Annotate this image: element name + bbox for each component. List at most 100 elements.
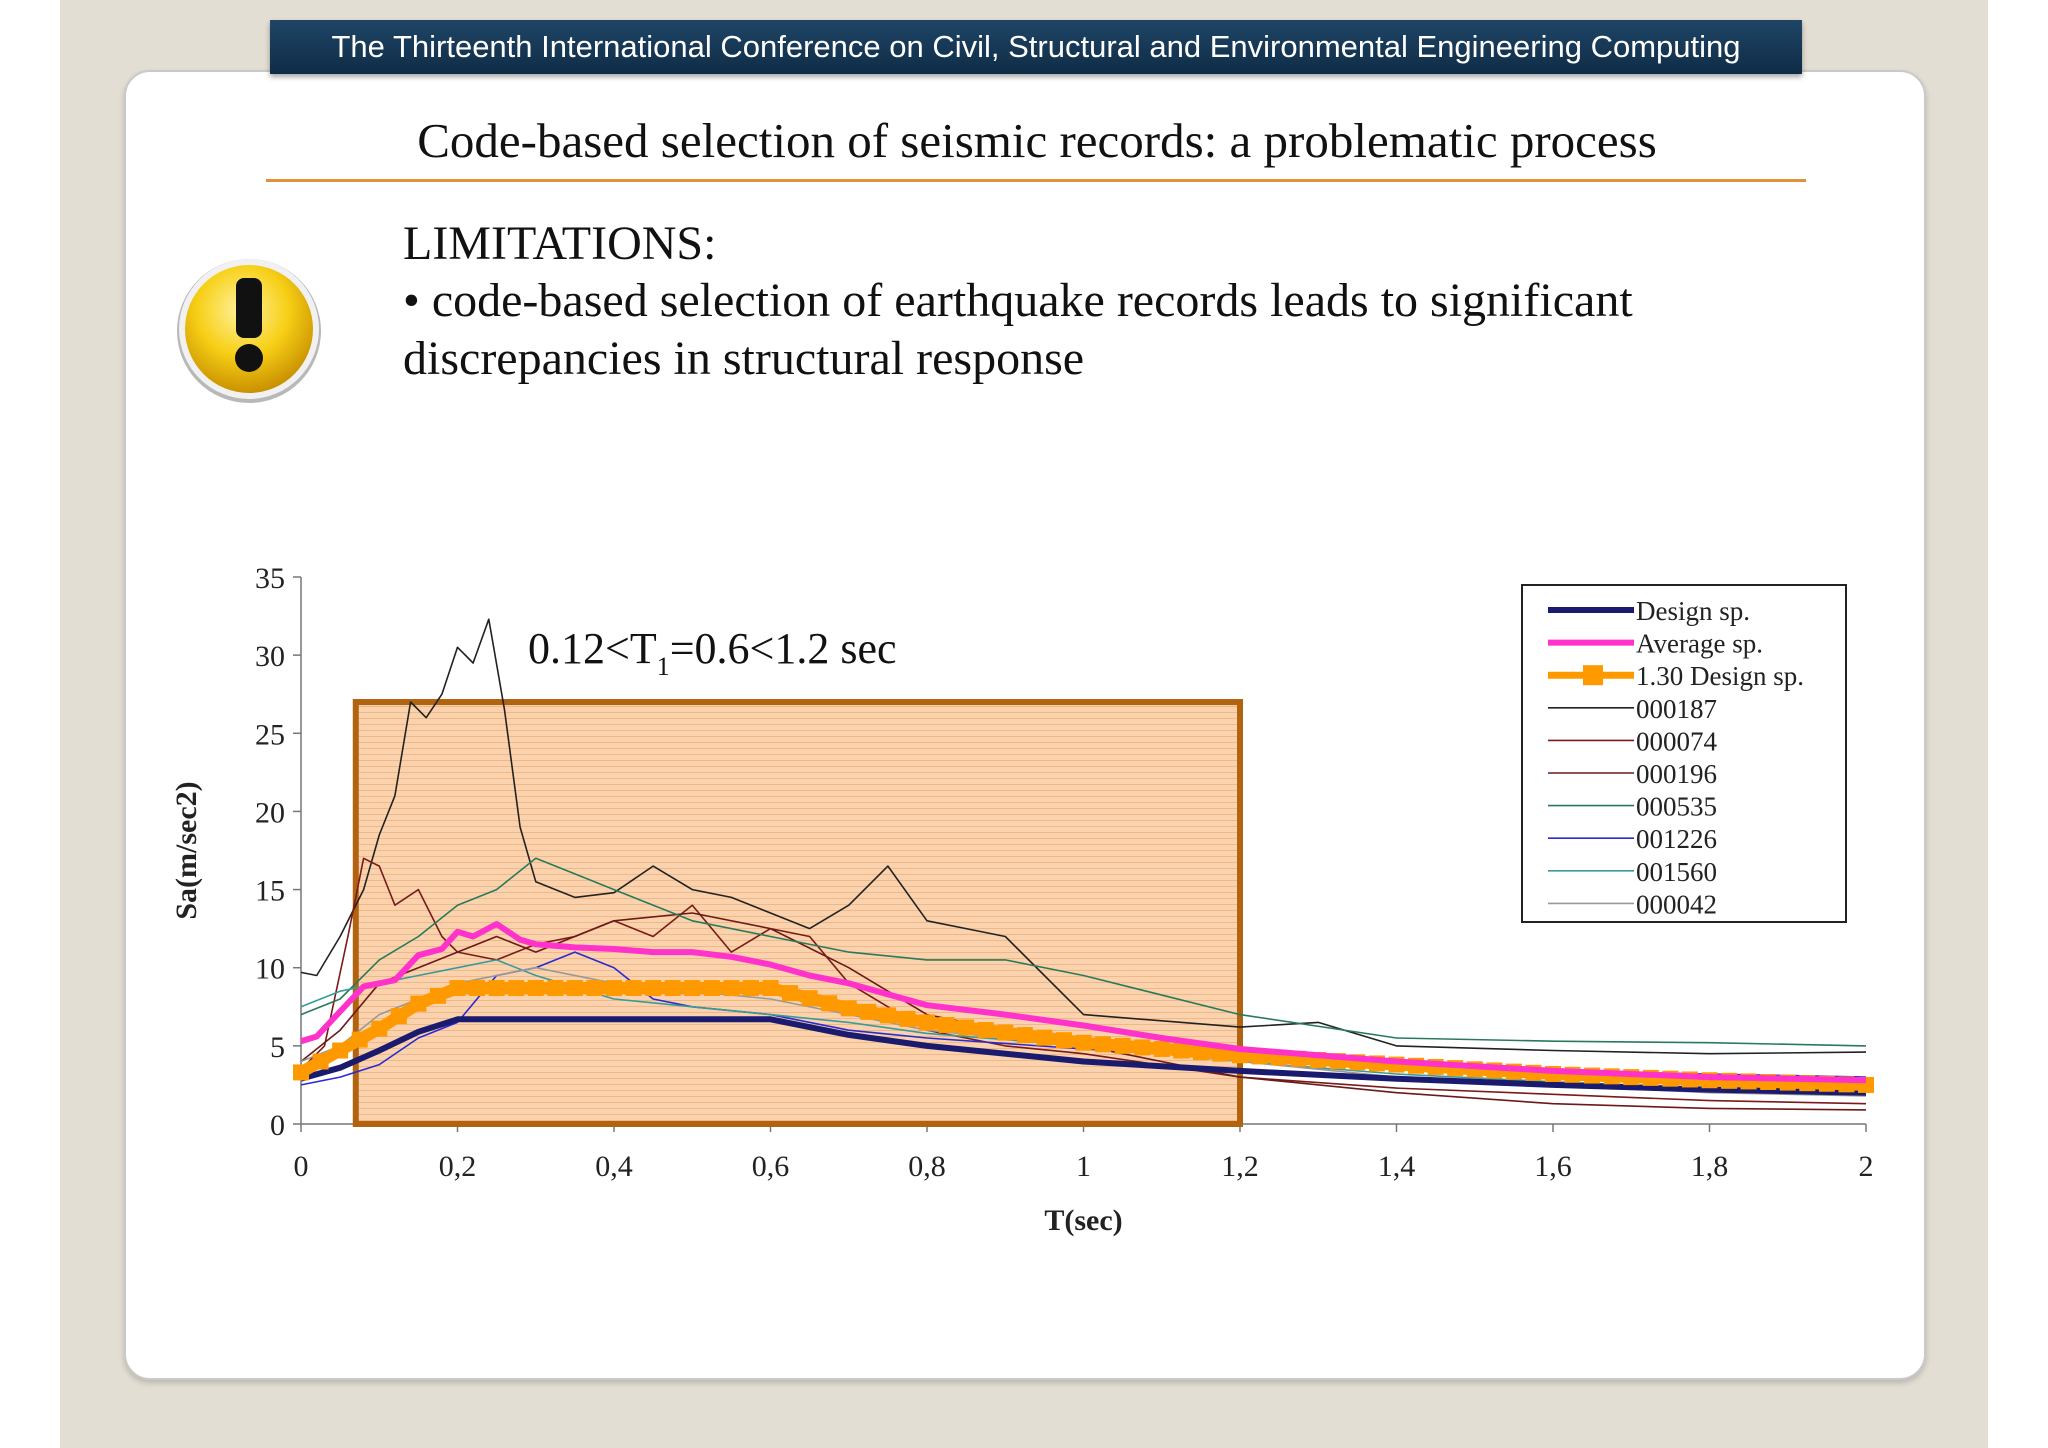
chart-legend: Design sp.Average sp.1.30 Design sp.0001…: [1521, 584, 1847, 923]
series-marker: [1192, 1044, 1209, 1061]
bullet-text: code-based selection of earthquake recor…: [403, 274, 1633, 385]
series-line-000196: [300, 912, 1867, 1111]
series-marker: [390, 1008, 407, 1025]
series-marker: [1075, 1034, 1092, 1051]
series-marker: [586, 980, 603, 997]
series-line-design-sp-: [300, 1016, 1867, 1096]
series-marker: [899, 1010, 916, 1027]
series-marker: [566, 980, 583, 997]
x-tick-label: 0,8: [908, 1150, 946, 1183]
y-tick-label: 15: [255, 875, 285, 908]
series-marker: [332, 1042, 349, 1059]
series-marker: [958, 1019, 975, 1036]
series-marker: [977, 1022, 994, 1039]
legend-label: Average sp.: [1636, 629, 1763, 659]
series-marker: [488, 980, 505, 997]
series-marker: [997, 1024, 1014, 1041]
series-marker: [919, 1014, 935, 1031]
series-marker: [1055, 1032, 1072, 1049]
x-tick-label: 1,2: [1221, 1150, 1259, 1183]
series-marker: [1036, 1029, 1053, 1046]
annotation-subscript: 1: [657, 652, 670, 681]
series-marker: [469, 980, 486, 997]
series-marker: [351, 1031, 368, 1048]
series-marker: [1153, 1040, 1170, 1057]
y-tick-label: 35: [255, 562, 285, 595]
series-marker: [684, 980, 701, 997]
series-marker: [312, 1053, 329, 1070]
series-marker: [782, 985, 799, 1002]
series-marker: [371, 1020, 388, 1037]
annotation-prefix: 0.12<T: [528, 624, 657, 673]
x-tick-label: 0: [294, 1150, 309, 1183]
conference-banner: The Thirteenth International Conference …: [270, 20, 1802, 74]
series-marker: [860, 1003, 877, 1020]
response-spectra-chart: 0 5 10 15 20 25 30 35 0 0,2 0,4 0,6 0,8 1 1,2 1,4 1,6 1,8…: [170, 562, 1874, 1237]
x-tick-label: 1,4: [1378, 1150, 1416, 1183]
y-tick-label: 30: [255, 640, 285, 673]
legend-label: 000196: [1636, 759, 1717, 789]
series-marker: [429, 987, 446, 1004]
y-tick-label: 20: [255, 796, 285, 829]
series-marker: [606, 980, 622, 997]
period-range-annotation: 0.12<T1=0.6<1.2 sec: [528, 624, 897, 681]
annotation-suffix: =0.6<1.2 sec: [670, 624, 897, 673]
series-marker: [410, 995, 427, 1012]
legend-marker: [1583, 665, 1603, 686]
limitation-bullet: • code-based selection of earthquake rec…: [403, 272, 1823, 388]
x-tick-label: 1,6: [1534, 1150, 1572, 1183]
legend-label: Design sp.: [1636, 596, 1750, 626]
series-marker: [840, 1000, 857, 1017]
legend-label: 000187: [1636, 694, 1717, 724]
x-axis-label: T(sec): [1044, 1204, 1122, 1237]
series-marker: [547, 980, 564, 997]
series-line-000535: [300, 857, 1867, 1047]
y-tick-label: 10: [255, 953, 285, 986]
y-axis-label: Sa(m/sec2): [170, 781, 203, 919]
series-marker: [821, 995, 838, 1012]
series-marker: [664, 980, 681, 997]
x-tick-label: 0,2: [439, 1150, 477, 1183]
x-tick-label: 0,6: [752, 1150, 790, 1183]
series-marker: [762, 980, 779, 997]
series-marker: [508, 980, 525, 997]
x-tick-label: 1: [1076, 1150, 1091, 1183]
series-line-average-sp-: [300, 921, 1867, 1084]
series-marker: [527, 980, 544, 997]
period-range-box: [352, 699, 1243, 1127]
series-line-000187: [300, 618, 1867, 1055]
series-marker: [801, 990, 818, 1007]
legend-label: 1.30 Design sp.: [1636, 661, 1804, 691]
series-marker: [723, 980, 740, 997]
legend-label: 000535: [1636, 792, 1717, 822]
series-marker: [703, 980, 720, 997]
series-marker: [879, 1007, 896, 1024]
warning-exclamation-icon: [177, 259, 321, 403]
series-marker: [1114, 1037, 1131, 1054]
slide-title: Code-based selection of seismic records:…: [417, 113, 1657, 168]
series-marker: [938, 1016, 955, 1033]
limitations-heading: LIMITATIONS:: [403, 217, 717, 270]
series-marker: [1016, 1027, 1033, 1044]
y-tick-label: 25: [255, 718, 285, 751]
legend-label: 000042: [1636, 889, 1717, 919]
legend-label: 000074: [1636, 726, 1718, 756]
series-marker: [625, 980, 642, 997]
series-marker: [1095, 1036, 1112, 1053]
series-marker: [645, 980, 662, 997]
y-tick-label: 5: [270, 1031, 285, 1064]
series-marker: [742, 980, 759, 997]
series-marker: [1173, 1042, 1190, 1059]
series-marker: [293, 1064, 309, 1081]
legend-label: 001226: [1636, 824, 1717, 854]
series-marker: [1134, 1039, 1151, 1056]
x-tick-label: 0,4: [595, 1150, 633, 1183]
series-line-001560: [300, 959, 1867, 1094]
title-underline: [266, 179, 1806, 182]
legend-label: 001560: [1636, 857, 1717, 887]
x-tick-label: 2: [1859, 1150, 1874, 1183]
bullet-marker: •: [403, 274, 420, 327]
x-tick-label: 1,8: [1691, 1150, 1729, 1183]
y-tick-label: 0: [270, 1109, 285, 1142]
series-marker: [449, 980, 466, 997]
